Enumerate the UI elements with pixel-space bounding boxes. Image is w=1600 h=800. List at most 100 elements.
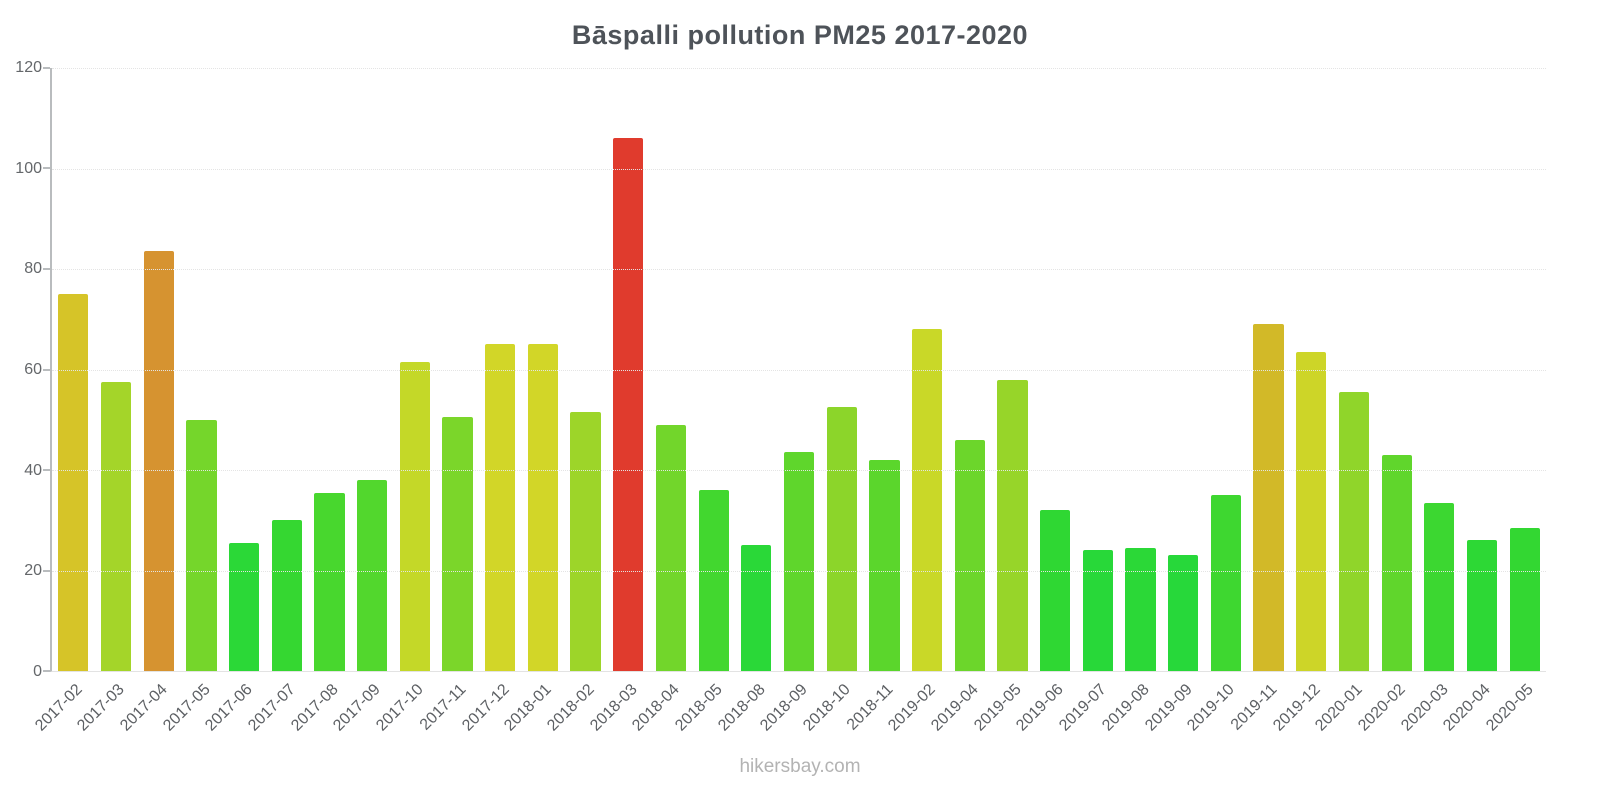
bar-slot: 2019-02 [886, 68, 949, 735]
bar-slot: 2017-06 [203, 68, 266, 735]
y-axis-label: 40 [24, 461, 42, 479]
bar-slot: 2017-07 [245, 68, 308, 735]
bar[interactable] [399, 361, 430, 671]
bar[interactable] [1424, 502, 1455, 671]
bar-slot: 2018-01 [501, 68, 565, 735]
y-axis-tick [43, 468, 50, 471]
y-axis-label: 80 [24, 260, 42, 278]
bar-slot: 2019-10 [1184, 68, 1248, 735]
bar[interactable] [1338, 392, 1370, 671]
bar[interactable] [314, 492, 345, 671]
x-axis-label: 2019-07 [1056, 681, 1110, 735]
bar-slot: 2020-02 [1355, 68, 1418, 735]
bar[interactable] [1381, 454, 1412, 671]
bar-slot: 2018-04 [629, 68, 693, 735]
bar-slot: 2017-04 [117, 68, 180, 735]
bar[interactable] [1466, 540, 1498, 671]
bar-slot: 2019-04 [928, 68, 991, 735]
bar-slot: 2017-11 [417, 68, 479, 734]
bar[interactable] [485, 344, 516, 671]
bar-slot: 2019-08 [1099, 68, 1162, 735]
gridline [52, 570, 1546, 572]
bar[interactable] [869, 459, 900, 671]
bar[interactable] [1296, 351, 1327, 671]
bar-slot: 2017-05 [160, 68, 223, 735]
x-axis-label: 2020-05 [1483, 681, 1537, 735]
bar-slot: 2020-05 [1483, 68, 1546, 735]
bar[interactable] [826, 407, 857, 671]
bar-slot: 2018-08 [715, 68, 778, 735]
x-axis-label: 2018-10 [800, 681, 854, 735]
x-axis-label: 2019-04 [928, 681, 982, 735]
bar-slot: 2017-09 [331, 68, 394, 735]
bar[interactable] [1040, 510, 1071, 671]
y-axis-tick [43, 670, 50, 672]
bar-slot: 2018-02 [544, 68, 607, 735]
bar[interactable] [698, 490, 729, 671]
bar[interactable] [1210, 495, 1242, 671]
bar-slot: 2018-03 [587, 68, 650, 735]
x-axis-label: 2017-04 [117, 681, 171, 735]
plot-area: 2017-02 2017-03 2017-04 2017-05 2017-06 2017-… [32, 67, 1546, 735]
y-axis-tick [43, 67, 50, 69]
bar[interactable] [911, 329, 943, 671]
bar-slot: 2019-11 [1228, 68, 1290, 734]
x-axis-label: 2017-07 [245, 681, 299, 735]
x-axis-label: 2018-05 [672, 681, 726, 735]
bar-slot: 2020-01 [1312, 68, 1376, 735]
bar[interactable] [997, 379, 1028, 671]
bar[interactable] [1509, 527, 1540, 671]
bar[interactable] [1082, 550, 1113, 671]
y-axis-label: 60 [24, 361, 42, 378]
bar[interactable] [143, 251, 174, 671]
bar[interactable] [655, 424, 687, 671]
bar[interactable] [1253, 324, 1284, 671]
y-axis-label: 20 [24, 562, 42, 580]
bar-slot: 2018-10 [800, 68, 863, 735]
chart-title: Bāspalli pollution PM25 2017-2020 [571, 20, 1029, 50]
bar[interactable] [1168, 555, 1199, 671]
y-axis: 0 20 40 60 80 100 120 [0, 59, 42, 680]
bar-slot: 2019-12 [1270, 68, 1333, 735]
y-axis-label: 0 [33, 663, 42, 680]
gridline [52, 369, 1546, 371]
bar[interactable] [442, 417, 473, 671]
bar-slot: 2017-08 [288, 68, 351, 735]
gridline [52, 68, 1546, 69]
y-axis-label: 120 [15, 59, 42, 76]
bar-slot: 2019-05 [971, 68, 1034, 735]
bar-slot: 2018-11 [844, 68, 906, 734]
bar[interactable] [100, 382, 132, 671]
bar-slot: 2019-06 [1014, 68, 1077, 735]
bar[interactable] [570, 412, 601, 671]
bar[interactable] [613, 138, 644, 671]
y-axis-tick [43, 368, 50, 371]
gridline [52, 269, 1546, 270]
bar-slot: 2020-03 [1398, 68, 1461, 735]
bar[interactable] [783, 452, 815, 671]
bar-slot: 2017-03 [75, 68, 138, 735]
bar[interactable] [527, 344, 559, 671]
bar-slot: 2017-02 [32, 68, 95, 735]
bar-slot: 2020-04 [1441, 68, 1504, 735]
bar[interactable] [357, 480, 388, 671]
bar[interactable] [58, 294, 89, 671]
watermark: hikersbay.com [739, 756, 861, 777]
bar[interactable] [186, 419, 217, 671]
bar-slot: 2019-09 [1142, 68, 1205, 735]
y-axis-tick [43, 267, 50, 270]
x-axis-label: 2020-02 [1355, 681, 1409, 735]
gridline [52, 470, 1546, 471]
y-axis-label: 100 [15, 159, 42, 177]
bar[interactable] [741, 545, 772, 671]
x-axis-label: 2017-10 [373, 681, 427, 735]
bar-series: 2017-02 2017-03 2017-04 2017-05 2017-06 2017-… [32, 68, 1546, 735]
bar-slot: 2018-05 [672, 68, 735, 735]
bar[interactable] [228, 542, 260, 671]
y-axis-tick [43, 569, 50, 572]
bar[interactable] [954, 439, 985, 671]
bar[interactable] [1125, 547, 1156, 671]
bar[interactable] [271, 520, 302, 671]
y-axis-tick [43, 167, 50, 170]
